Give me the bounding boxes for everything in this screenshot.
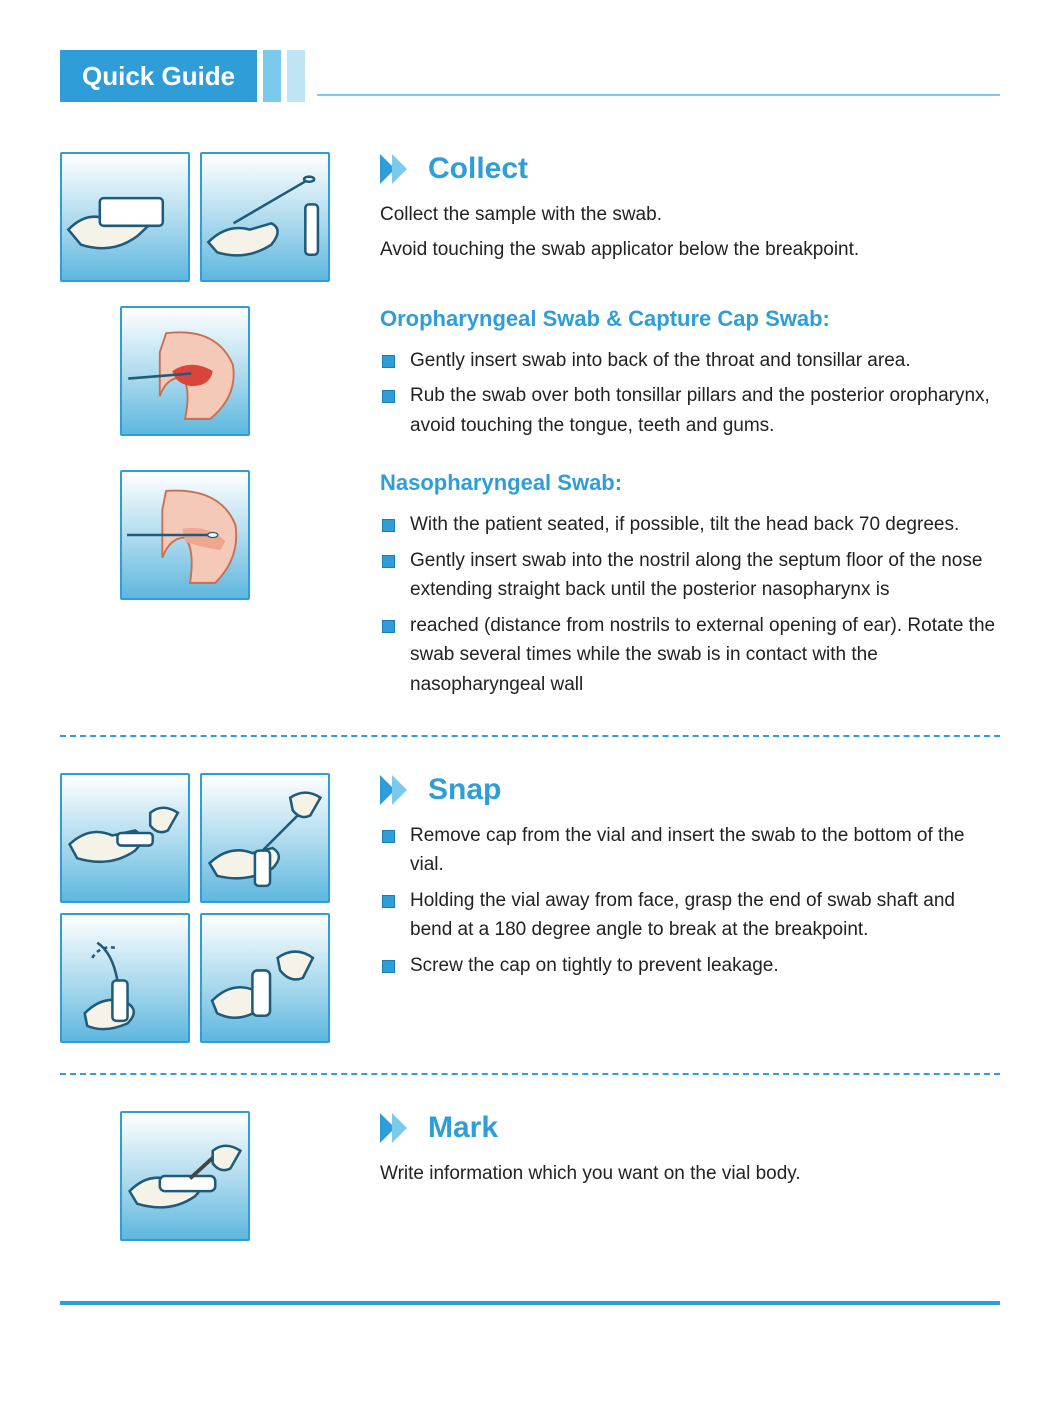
snap-image-4	[200, 913, 330, 1043]
header-stripe-1	[263, 50, 281, 102]
snap-image-2	[200, 773, 330, 903]
chevron-icon	[380, 1113, 414, 1143]
naso-text: Nasopharyngeal Swab: With the patient se…	[380, 470, 1000, 705]
snap-image-1	[60, 773, 190, 903]
oro-item-2: Rub the swab over both tonsillar pillars…	[380, 381, 1000, 440]
header-title: Quick Guide	[60, 50, 257, 102]
naso-item-2: Gently insert swab into the nostril alon…	[380, 546, 1000, 605]
snap-list: Remove cap from the vial and insert the …	[380, 821, 1000, 980]
oro-item-1: Gently insert swab into back of the thro…	[380, 346, 1000, 375]
collect-image-1	[60, 152, 190, 282]
page-header: Quick Guide	[60, 50, 1000, 102]
header-underline	[317, 94, 1000, 96]
divider-1	[60, 735, 1000, 737]
header-stripe-2	[287, 50, 305, 102]
snap-item-3: Screw the cap on tightly to prevent leak…	[380, 951, 1000, 980]
mark-image	[120, 1111, 250, 1241]
oro-list: Gently insert swab into back of the thro…	[380, 346, 1000, 440]
snap-heading: Snap	[428, 773, 501, 807]
naso-item-1: With the patient seated, if possible, ti…	[380, 510, 1000, 539]
naso-list: With the patient seated, if possible, ti…	[380, 510, 1000, 699]
mark-heading-row: Mark	[380, 1111, 1000, 1145]
oro-image	[120, 306, 250, 436]
collect-text: Collect Collect the sample with the swab…	[380, 152, 1000, 282]
collect-images	[60, 152, 350, 282]
collect-intro-1: Collect the sample with the swab.	[380, 200, 1000, 229]
collect-heading-row: Collect	[380, 152, 1000, 186]
snap-row: Snap Remove cap from the vial and insert…	[60, 773, 1000, 1043]
mark-image-col	[60, 1111, 350, 1241]
naso-row: Nasopharyngeal Swab: With the patient se…	[60, 470, 1000, 705]
oro-text: Oropharyngeal Swab & Capture Cap Swab: G…	[380, 306, 1000, 446]
mark-row: Mark Write information which you want on…	[60, 1111, 1000, 1241]
collect-image-2	[200, 152, 330, 282]
naso-heading: Nasopharyngeal Swab:	[380, 470, 1000, 496]
oro-heading: Oropharyngeal Swab & Capture Cap Swab:	[380, 306, 1000, 332]
chevron-icon	[380, 775, 414, 805]
snap-images	[60, 773, 350, 1043]
mark-heading: Mark	[428, 1111, 498, 1145]
mark-text: Mark Write information which you want on…	[380, 1111, 1000, 1241]
divider-2	[60, 1073, 1000, 1075]
footer-rule	[60, 1301, 1000, 1305]
naso-image-col	[60, 470, 350, 705]
oro-image-col	[60, 306, 350, 446]
oro-row: Oropharyngeal Swab & Capture Cap Swab: G…	[60, 306, 1000, 446]
snap-heading-row: Snap	[380, 773, 1000, 807]
chevron-icon	[380, 154, 414, 184]
snap-item-2: Holding the vial away from face, grasp t…	[380, 886, 1000, 945]
mark-body: Write information which you want on the …	[380, 1159, 1000, 1188]
snap-image-3	[60, 913, 190, 1043]
page-container: Quick Guide	[0, 0, 1060, 1345]
snap-text: Snap Remove cap from the vial and insert…	[380, 773, 1000, 1043]
snap-item-1: Remove cap from the vial and insert the …	[380, 821, 1000, 880]
collect-row-intro: Collect Collect the sample with the swab…	[60, 152, 1000, 282]
collect-intro-2: Avoid touching the swab applicator below…	[380, 235, 1000, 264]
naso-item-3: reached (distance from nostrils to exter…	[380, 611, 1000, 699]
collect-heading: Collect	[428, 152, 528, 186]
naso-image	[120, 470, 250, 600]
